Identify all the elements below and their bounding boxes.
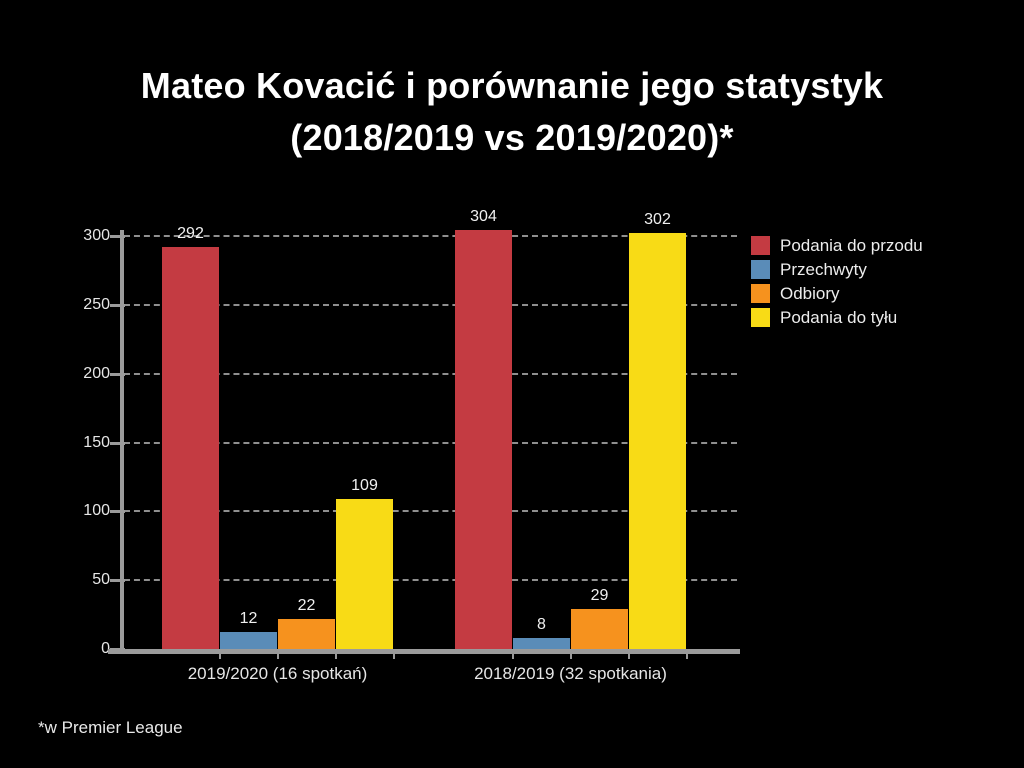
y-axis-tick [110, 441, 125, 445]
gridline [124, 303, 737, 306]
legend-swatch [751, 284, 770, 303]
y-axis-tick [110, 235, 125, 238]
bar [513, 637, 570, 649]
bar-value-label: 292 [177, 225, 204, 242]
x-axis-tick [277, 654, 279, 659]
bar-value-label: 8 [537, 615, 546, 633]
x-axis-tick [219, 654, 221, 659]
y-tick-label: 300 [83, 227, 110, 244]
legend-item: Odbiory [751, 284, 923, 303]
gridline [124, 372, 737, 375]
legend-item: Podania do przodu [751, 236, 923, 255]
legend-item: Podania do tyłu [751, 308, 923, 327]
legend-swatch [751, 260, 770, 279]
gridline [124, 579, 737, 582]
bar [571, 609, 628, 649]
x-axis-tick [512, 654, 514, 659]
bar [336, 498, 393, 649]
x-axis-label: 2018/2019 (32 spotkania) [474, 664, 667, 683]
y-axis-tick [110, 579, 125, 583]
bar [278, 618, 335, 649]
y-axis-line [120, 230, 124, 654]
gridline [124, 235, 737, 237]
bar-value-label: 12 [239, 610, 258, 628]
x-axis-tick [335, 654, 337, 659]
bar [455, 230, 512, 649]
legend-item: Przechwyty [751, 260, 923, 279]
bar-value-label: 22 [297, 596, 316, 614]
x-axis-line [108, 649, 740, 654]
bar-value-label: 304 [470, 208, 497, 226]
x-axis-label: 2019/2020 (16 spotkań) [187, 664, 368, 683]
chart-title-line2: (2018/2019 vs 2019/2020)* [290, 117, 734, 158]
legend-label: Podania do przodu [780, 236, 923, 255]
legend-swatch [751, 236, 770, 255]
legend-label: Odbiory [780, 284, 840, 303]
chart-title-line1: Mateo Kovacić i porównanie jego statysty… [140, 65, 884, 106]
legend: Podania do przodu Przechwyty Odbiory Podani… [751, 236, 923, 332]
y-tick-label: 250 [83, 295, 110, 313]
legend-swatch [751, 308, 770, 327]
x-axis-tick [686, 654, 688, 659]
legend-label: Przechwyty [780, 260, 867, 279]
bar [220, 632, 277, 649]
y-axis-tick [110, 303, 125, 307]
legend-label: Podania do tyłu [780, 308, 898, 327]
footnote: *w Premier League [38, 718, 183, 737]
bar-value-label: 302 [644, 211, 671, 229]
x-axis-tick [570, 654, 572, 659]
y-tick-label: 200 [83, 364, 110, 382]
y-tick-label: 150 [83, 433, 110, 451]
y-tick-label: 100 [83, 502, 110, 520]
bar [629, 233, 686, 649]
gridline [124, 510, 737, 513]
bar-value-label: 109 [351, 476, 378, 494]
y-tick-label: 0 [101, 640, 110, 657]
y-axis-tick [110, 372, 125, 376]
x-axis-tick [628, 654, 630, 659]
x-axis-tick [393, 654, 395, 659]
gridline [124, 441, 737, 444]
bar-value-label: 29 [590, 587, 609, 605]
chart-title: Mateo Kovacić i porównanie jego statysty… [0, 60, 1024, 164]
y-axis-tick [110, 510, 125, 514]
y-tick-label: 50 [92, 571, 110, 589]
bar [162, 247, 219, 649]
